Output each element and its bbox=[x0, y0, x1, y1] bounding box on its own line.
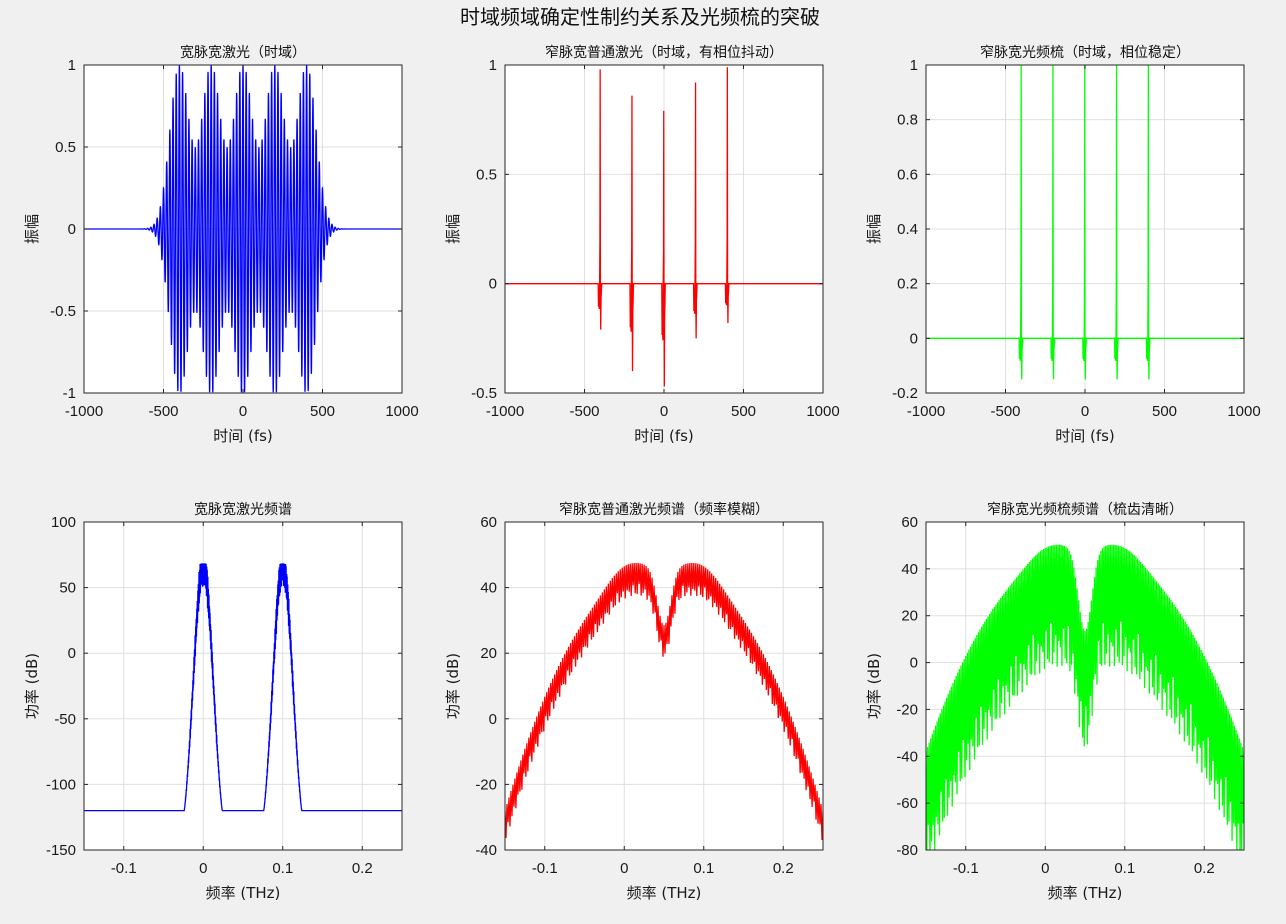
x-tick-label: 0 bbox=[1041, 860, 1049, 877]
y-tick-label: 0.5 bbox=[55, 139, 76, 156]
panel-title: 窄脉宽光频梳（时域，相位稳定） bbox=[980, 44, 1190, 61]
y-tick-label: 0 bbox=[910, 330, 918, 347]
panel-title: 窄脉宽光频梳频谱（梳齿清晰） bbox=[987, 501, 1183, 518]
x-tick-label: -0.1 bbox=[532, 860, 558, 877]
data-series-line bbox=[926, 544, 1244, 850]
y-tick-label: 1 bbox=[68, 57, 76, 74]
y-tick-label: 0 bbox=[68, 221, 76, 238]
y-tick-label: 0.8 bbox=[897, 112, 918, 129]
y-tick-label: 40 bbox=[480, 580, 497, 597]
y-tick-label: -60 bbox=[896, 795, 918, 812]
y-tick-label: 20 bbox=[480, 645, 497, 662]
y-tick-label: -40 bbox=[896, 748, 918, 765]
x-tick-label: 1000 bbox=[385, 403, 418, 420]
y-tick-label: 0.2 bbox=[897, 276, 918, 293]
x-tick-label: 0.2 bbox=[352, 860, 373, 877]
x-tick-label: -1000 bbox=[907, 403, 945, 420]
y-tick-label: 100 bbox=[51, 514, 76, 531]
y-tick-label: -20 bbox=[475, 776, 497, 793]
y-tick-label: -20 bbox=[896, 701, 918, 718]
x-tick-label: -500 bbox=[990, 403, 1020, 420]
data-series-line bbox=[84, 563, 402, 812]
y-tick-label: -0.2 bbox=[892, 385, 918, 402]
data-series-line bbox=[926, 65, 1244, 380]
x-tick-label: -1000 bbox=[486, 403, 524, 420]
chart-panel-p2: -1000 -500 0 500 1000 -0.5 0 0.5 1 窄脉宽普通激光（时域，有相位… bbox=[444, 44, 840, 445]
y-axis-label: 功率 (dB) bbox=[444, 653, 462, 719]
x-tick-label: -500 bbox=[148, 403, 178, 420]
x-tick-label: 0 bbox=[660, 403, 668, 420]
y-tick-label: 20 bbox=[901, 608, 918, 625]
y-tick-label: 60 bbox=[901, 514, 918, 531]
x-tick-label: 0 bbox=[199, 860, 207, 877]
x-axis-label: 频率 (THz) bbox=[206, 884, 281, 902]
x-tick-label: 500 bbox=[310, 403, 335, 420]
x-tick-label: 0.1 bbox=[272, 860, 293, 877]
y-tick-label: 0.6 bbox=[897, 166, 918, 183]
axes-box bbox=[83, 521, 403, 851]
y-tick-label: -40 bbox=[475, 842, 497, 859]
x-axis-label: 频率 (THz) bbox=[1048, 884, 1123, 902]
figure-title: 时域频域确定性制约关系及光频梳的突破 bbox=[460, 5, 820, 29]
data-series-line bbox=[505, 562, 823, 841]
y-axis-label: 振幅 bbox=[444, 214, 462, 244]
panel-title: 宽脉宽激光频谱 bbox=[194, 501, 292, 518]
y-tick-label: 0 bbox=[489, 276, 497, 293]
y-tick-label: -50 bbox=[54, 711, 76, 728]
panel-title: 窄脉宽普通激光（时域，有相位抖动） bbox=[545, 44, 783, 61]
y-tick-label: -0.5 bbox=[50, 303, 76, 320]
x-tick-label: -0.1 bbox=[111, 860, 137, 877]
x-tick-label: 1000 bbox=[806, 403, 839, 420]
x-tick-label: 0.2 bbox=[1194, 860, 1215, 877]
chart-panel-p3: -1000 -500 0 500 1000 -0.2 0 0.2 0.4 0.6 0.8 1 窄脉宽光频… bbox=[865, 44, 1261, 445]
panel-title: 宽脉宽激光（时域） bbox=[180, 44, 306, 61]
y-axis-label: 功率 (dB) bbox=[865, 653, 883, 719]
y-tick-label: 0.5 bbox=[476, 166, 497, 183]
panel-title: 窄脉宽普通激光频谱（频率模糊） bbox=[559, 501, 769, 518]
x-tick-label: 0 bbox=[1081, 403, 1089, 420]
x-tick-label: 1000 bbox=[1227, 403, 1260, 420]
y-tick-label: 0.4 bbox=[897, 221, 918, 238]
x-axis-label: 时间 (fs) bbox=[213, 427, 273, 445]
x-tick-label: -1000 bbox=[65, 403, 103, 420]
x-tick-label: 0 bbox=[620, 860, 628, 877]
plot-area bbox=[83, 521, 403, 851]
x-tick-label: -500 bbox=[569, 403, 599, 420]
x-axis-label: 时间 (fs) bbox=[1055, 427, 1115, 445]
x-axis-label: 频率 (THz) bbox=[627, 884, 702, 902]
data-series-line bbox=[84, 65, 402, 393]
y-tick-label: -80 bbox=[896, 842, 918, 859]
x-axis-label: 时间 (fs) bbox=[634, 427, 694, 445]
y-tick-label: 0 bbox=[68, 645, 76, 662]
y-tick-label: 1 bbox=[910, 57, 918, 74]
chart-panel-p6: -0.1 0 0.1 0.2 -80 -60 -40 -20 0 20 40 60 窄脉宽光频梳频谱（梳… bbox=[865, 501, 1245, 902]
y-tick-label: -1 bbox=[63, 385, 76, 402]
x-tick-label: 0.1 bbox=[1114, 860, 1135, 877]
y-tick-label: 60 bbox=[480, 514, 497, 531]
x-tick-label: 0.2 bbox=[773, 860, 794, 877]
data-series-line bbox=[505, 67, 823, 387]
axes-box bbox=[504, 521, 824, 851]
x-tick-label: 500 bbox=[1152, 403, 1177, 420]
y-tick-label: 40 bbox=[901, 561, 918, 578]
x-tick-label: -0.1 bbox=[953, 860, 979, 877]
x-tick-label: 0.1 bbox=[693, 860, 714, 877]
y-tick-label: 1 bbox=[489, 57, 497, 74]
y-tick-label: 0 bbox=[910, 655, 918, 672]
y-tick-label: -150 bbox=[46, 842, 76, 859]
axes-box bbox=[925, 521, 1245, 851]
y-axis-label: 振幅 bbox=[23, 214, 41, 244]
y-axis-label: 振幅 bbox=[865, 214, 883, 244]
chart-panel-p1: -1000 -500 0 500 1000 -1 -0.5 0 0.5 1 宽脉宽激光（时域） 时间 … bbox=[23, 44, 419, 445]
y-tick-label: -0.5 bbox=[471, 385, 497, 402]
y-tick-label: 50 bbox=[59, 580, 76, 597]
x-tick-label: 500 bbox=[731, 403, 756, 420]
y-tick-label: 0 bbox=[489, 711, 497, 728]
y-axis-label: 功率 (dB) bbox=[23, 653, 41, 719]
chart-panel-p5: -0.1 0 0.1 0.2 -40 -20 0 20 40 60 窄脉宽普通激光频谱（频率模糊） 频… bbox=[444, 501, 824, 902]
y-tick-label: -100 bbox=[46, 776, 76, 793]
x-tick-label: 0 bbox=[239, 403, 247, 420]
